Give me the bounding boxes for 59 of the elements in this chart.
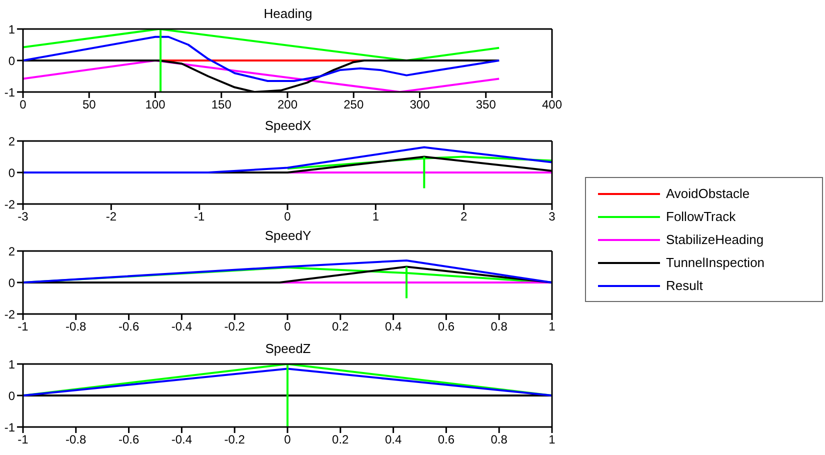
x-tick-label: 0.8 (490, 432, 508, 447)
x-tick-label: -0.8 (66, 432, 87, 447)
x-tick-label: 100 (145, 98, 166, 112)
x-tick-label: 250 (344, 98, 364, 112)
y-tick-label: 0 (8, 54, 16, 68)
x-tick-label: 300 (410, 98, 430, 112)
y-tick-label: -1 (4, 420, 16, 434)
y-tick-label: -2 (4, 197, 16, 212)
x-tick-label: 0.2 (332, 320, 350, 334)
y-tick-label: -1 (4, 85, 16, 100)
x-tick-label: -0.6 (118, 320, 140, 334)
x-tick-label: 0 (20, 98, 27, 112)
x-tick-label: 200 (277, 98, 298, 112)
y-tick-label: 1 (8, 357, 16, 372)
x-tick-label: 2 (460, 210, 468, 224)
x-tick-label: -0.8 (66, 320, 87, 334)
chart-title: SpeedY (264, 228, 312, 243)
chart-title: Heading (262, 6, 314, 21)
x-tick-label: 50 (82, 98, 96, 112)
y-tick-label: 0 (8, 166, 16, 180)
x-tick-label: -0.4 (171, 432, 192, 447)
x-tick-label: 1 (372, 210, 380, 224)
x-tick-label: 0 (284, 210, 292, 224)
legend-label: Result (666, 278, 703, 293)
x-tick-label: 1 (548, 432, 556, 447)
legend-label: AvoidObstacle (666, 186, 750, 201)
x-tick-label: -1 (18, 432, 29, 447)
x-tick-label: 0 (284, 320, 292, 334)
legend-label: StabilizeHeading (666, 232, 764, 247)
x-tick-label: 1 (548, 320, 556, 334)
x-tick-label: 150 (211, 98, 232, 112)
y-tick-label: -2 (4, 307, 16, 322)
chart-title: SpeedZ (264, 341, 312, 356)
x-tick-label: 400 (542, 98, 562, 112)
x-tick-label: -0.2 (224, 320, 246, 334)
legend-label: TunnelInspection (666, 255, 765, 270)
x-tick-label: -0.4 (171, 320, 192, 334)
chart-title: SpeedX (264, 118, 312, 133)
x-tick-label: -3 (18, 210, 29, 224)
y-tick-label: 1 (8, 22, 16, 36)
x-tick-label: -0.2 (224, 432, 246, 447)
x-tick-label: 0.8 (490, 320, 508, 334)
x-tick-label: 0.4 (384, 320, 402, 334)
x-tick-label: -1 (18, 320, 29, 334)
x-tick-label: 0.6 (438, 320, 455, 334)
x-tick-label: 0.4 (384, 432, 402, 447)
x-tick-label: -2 (106, 210, 117, 224)
y-tick-label: 2 (8, 244, 16, 258)
y-tick-label: 2 (8, 134, 16, 148)
x-tick-label: 0 (284, 432, 292, 447)
x-tick-label: 350 (476, 98, 496, 112)
x-tick-label: -0.6 (118, 432, 140, 447)
legend-label: FollowTrack (666, 209, 736, 224)
y-tick-label: 0 (8, 388, 16, 403)
x-tick-label: 3 (548, 210, 556, 224)
x-tick-label: 0.6 (438, 432, 455, 447)
x-tick-label: -1 (194, 210, 205, 224)
x-tick-label: 0.2 (332, 432, 350, 447)
y-tick-label: 0 (8, 276, 16, 290)
